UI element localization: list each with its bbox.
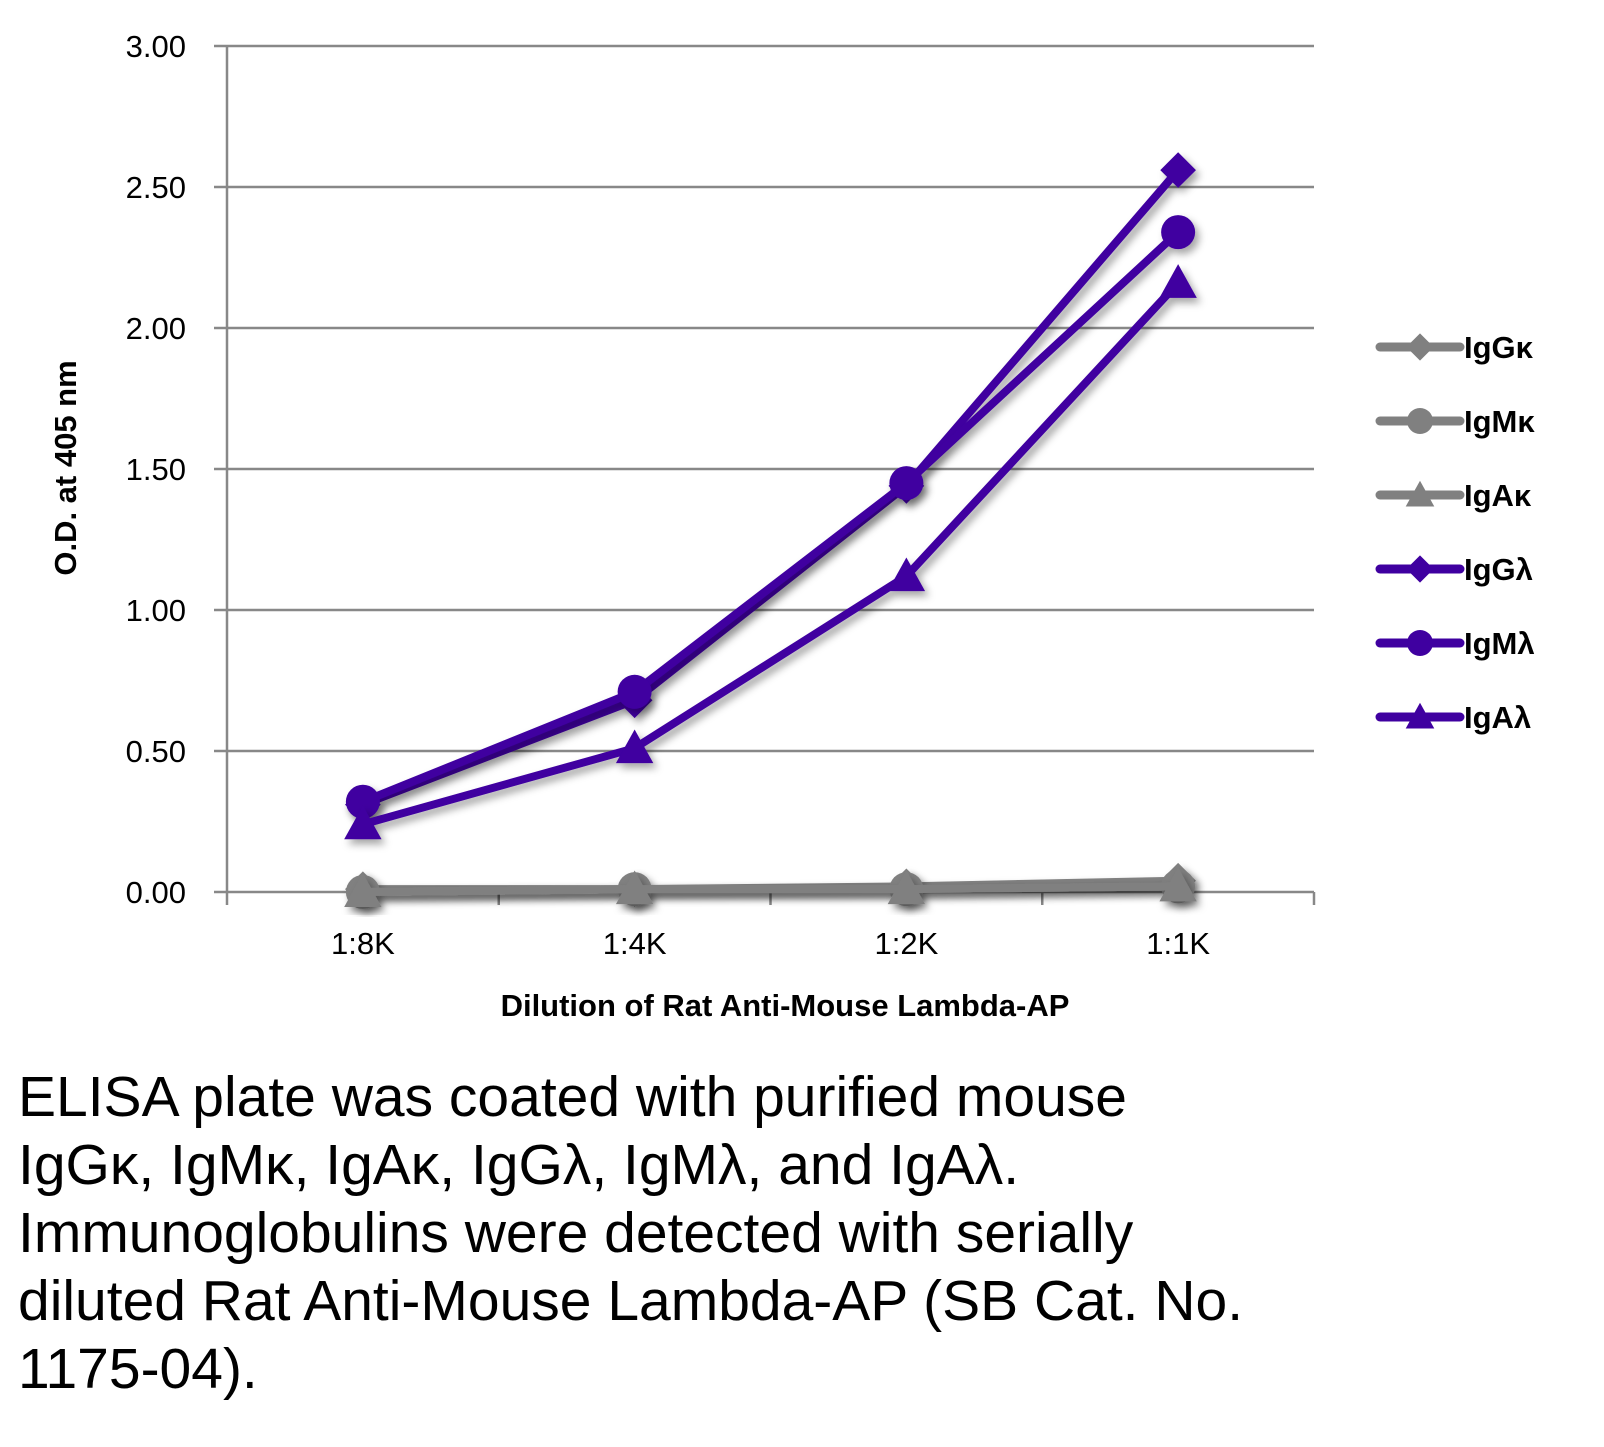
legend-marker-diamond-icon (1406, 333, 1434, 361)
axes: 0.00 0.50 1.00 1.50 2.00 2.50 3.00 1:8K 1:4K 1:2K… (126, 29, 1316, 961)
x-tick-label: 1:2K (874, 926, 938, 961)
series-IgAκ (344, 867, 1197, 907)
series-IgMλ (345, 215, 1196, 819)
legend: IgGκ IgMκ IgAκ IgGλ IgMλ IgAλ (1375, 330, 1535, 735)
caption-line: 1175-04). (18, 1337, 258, 1401)
legend-item: IgGλ (1375, 552, 1533, 587)
y-axis-title: O.D. at 405 nm (48, 360, 83, 575)
legend-marker-diamond-icon (1406, 555, 1434, 583)
data-point (1160, 152, 1196, 188)
y-tick-label: 2.00 (126, 311, 186, 346)
y-tick-label: 0.50 (126, 734, 186, 769)
y-tick-label: 1.00 (126, 593, 186, 628)
legend-marker-circle-icon (1407, 630, 1433, 656)
x-tick-label: 1:4K (603, 926, 667, 961)
legend-marker-circle-icon (1407, 408, 1433, 434)
series-line (358, 882, 1183, 896)
data-point (889, 466, 924, 501)
data-point (617, 674, 652, 709)
x-tick-label: 1:8K (331, 926, 395, 961)
legend-label: IgMλ (1464, 626, 1535, 661)
data-point (615, 870, 654, 905)
legend-item: IgGκ (1375, 330, 1534, 365)
legend-label: IgAκ (1464, 478, 1532, 513)
legend-marker-triangle-icon (1405, 702, 1435, 729)
series-line (358, 278, 1183, 829)
data-point (1159, 264, 1197, 298)
caption-line: IgGκ, IgMκ, IgAκ, IgGλ, IgMλ, and IgAλ. (18, 1133, 1020, 1197)
data-point (887, 557, 926, 592)
gridlines (214, 44, 1314, 894)
y-tick-label: 2.50 (126, 170, 186, 205)
elisa-line-chart: 0.00 0.50 1.00 1.50 2.00 2.50 3.00 1:8K 1:4K 1:2K… (48, 29, 1535, 1023)
caption-line: Immunoglobulins were detected with seria… (18, 1201, 1134, 1265)
legend-marker-triangle-icon (1405, 480, 1435, 507)
x-tick-label: 1:1K (1146, 926, 1210, 961)
data-point (1161, 215, 1196, 250)
data-point (887, 870, 926, 905)
y-tick-label: 1.50 (126, 452, 186, 487)
data-point (1159, 867, 1197, 902)
legend-item: IgAλ (1375, 700, 1531, 735)
legend-label: IgMκ (1464, 404, 1535, 439)
y-tick-label: 3.00 (126, 29, 186, 64)
series-line (358, 228, 1183, 806)
x-axis-title: Dilution of Rat Anti-Mouse Lambda-AP (501, 988, 1070, 1023)
y-tick-label: 0.00 (126, 875, 186, 910)
legend-label: IgGκ (1464, 330, 1534, 365)
series-IgGλ (345, 152, 1196, 823)
legend-item: IgMλ (1375, 626, 1535, 661)
data-point (345, 784, 380, 819)
legend-item: IgAκ (1375, 478, 1532, 513)
series-IgAλ (344, 264, 1197, 840)
legend-item: IgMκ (1375, 404, 1535, 439)
series (344, 152, 1197, 909)
series-line (358, 166, 1183, 809)
data-point (344, 805, 382, 840)
legend-label: IgAλ (1464, 700, 1531, 735)
caption-line: ELISA plate was coated with purified mou… (18, 1065, 1127, 1129)
figure-caption: ELISA plate was coated with purified mou… (18, 1063, 1578, 1403)
data-point (615, 729, 654, 764)
legend-label: IgGλ (1464, 552, 1533, 587)
data-point (344, 873, 382, 907)
caption-line: diluted Rat Anti-Mouse Lambda-AP (SB Cat… (18, 1269, 1244, 1333)
